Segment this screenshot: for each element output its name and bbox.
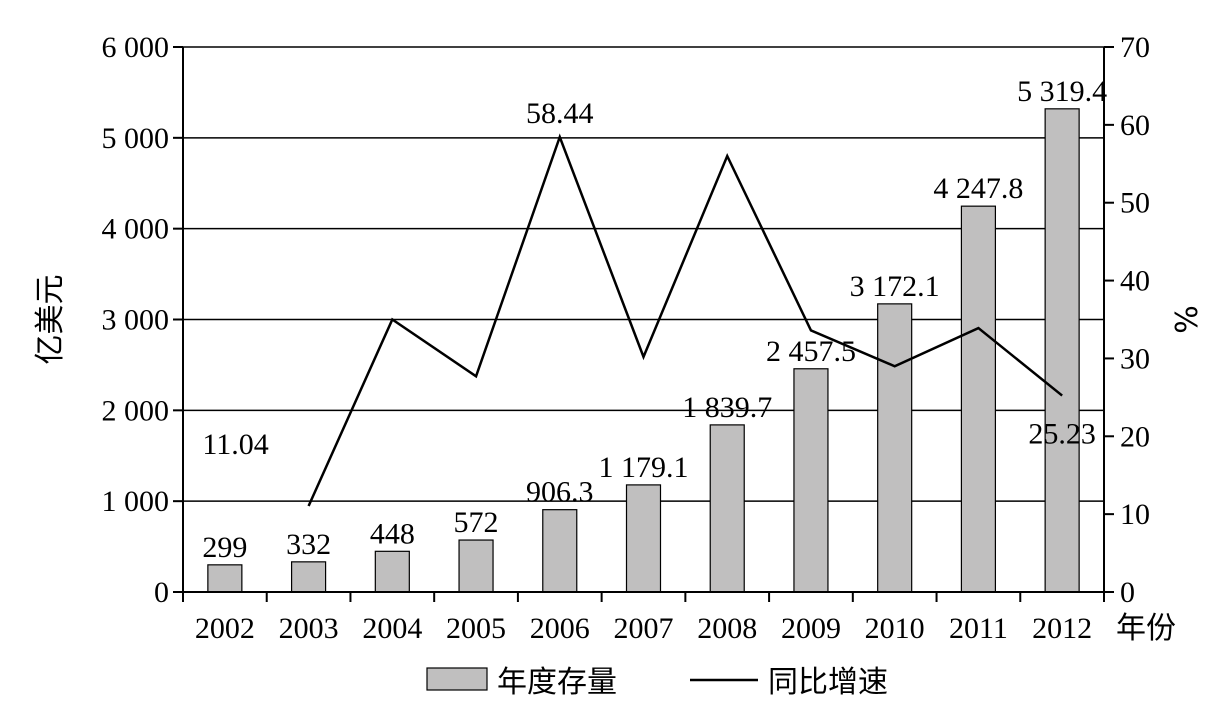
x-tick-label: 2008	[697, 612, 757, 645]
bar-value-label: 3 172.1	[850, 270, 940, 303]
x-tick-label: 2002	[195, 612, 255, 645]
bar-value-label: 906.3	[526, 476, 594, 509]
bar	[960, 205, 997, 593]
bar	[709, 424, 745, 593]
left-tick-label: 3 000	[102, 304, 170, 337]
bar-value-label: 5 319.4	[1017, 75, 1107, 108]
right-tick-label: 0	[1120, 576, 1135, 609]
right-tick-label: 40	[1120, 265, 1150, 298]
bar	[793, 368, 829, 593]
left-tick-label: 6 000	[102, 31, 170, 64]
y2-axis-title: %	[1170, 305, 1205, 334]
legend-label-line: 同比增速	[768, 665, 888, 700]
x-tick-label: 2005	[446, 612, 506, 645]
x-tick-label: 2012	[1032, 612, 1092, 645]
right-tick-label: 60	[1120, 109, 1150, 142]
bar-value-label: 1 179.1	[599, 451, 689, 484]
bar-value-label: 4 247.8	[933, 172, 1023, 205]
bar-value-label: 1 839.7	[682, 391, 772, 424]
legend-label-bar: 年度存量	[497, 665, 617, 700]
left-tick-label: 4 000	[102, 213, 170, 246]
bar-value-label: 299	[202, 531, 247, 564]
left-tick-label: 1 000	[102, 485, 170, 518]
bar-value-label: 572	[454, 506, 499, 539]
right-tick-label: 10	[1120, 498, 1150, 531]
bar	[877, 303, 913, 593]
right-tick-label: 20	[1120, 420, 1150, 453]
bar-value-label: 332	[286, 528, 331, 561]
bar	[207, 564, 243, 593]
bar	[542, 509, 578, 593]
left-tick-label: 2 000	[102, 394, 170, 427]
bar-value-label: 448	[370, 517, 415, 550]
left-tick-label: 5 000	[102, 122, 170, 155]
x-axis-title: 年份	[1116, 611, 1176, 646]
x-tick-label: 2003	[279, 612, 339, 645]
bar	[290, 561, 327, 593]
bar	[1044, 108, 1080, 593]
bar	[374, 550, 410, 593]
right-tick-label: 70	[1120, 31, 1150, 64]
bar	[625, 484, 662, 593]
legend-swatch-bar	[426, 667, 488, 691]
bar-value-label: 2 457.5	[766, 335, 856, 368]
left-tick-label: 0	[154, 576, 169, 609]
line-value-label: 11.04	[202, 428, 268, 461]
right-tick-label: 50	[1120, 187, 1150, 220]
x-tick-label: 2006	[530, 612, 590, 645]
x-tick-label: 2007	[614, 612, 674, 645]
line-value-label: 58.44	[526, 97, 594, 130]
x-tick-label: 2004	[362, 612, 422, 645]
x-tick-label: 2010	[865, 612, 925, 645]
y-axis-title: 亿美元	[33, 275, 68, 365]
right-tick-label: 30	[1120, 342, 1150, 375]
bar	[458, 539, 494, 593]
x-tick-label: 2011	[949, 612, 1008, 645]
line-value-label: 25.23	[1028, 418, 1096, 451]
growth-rate-line	[307, 133, 1063, 507]
x-tick-label: 2009	[781, 612, 841, 645]
